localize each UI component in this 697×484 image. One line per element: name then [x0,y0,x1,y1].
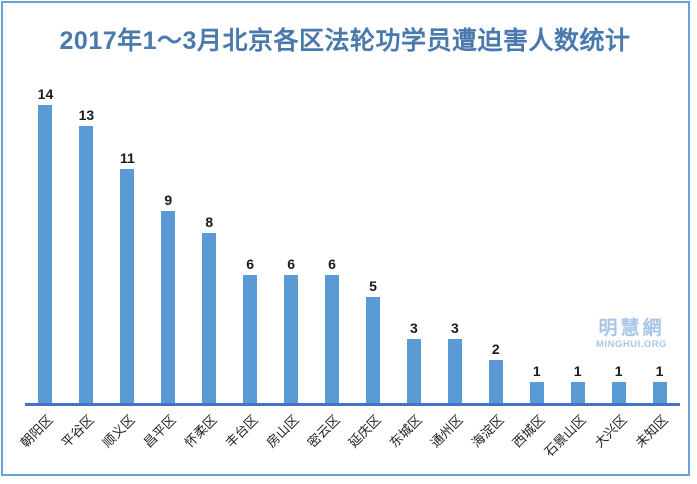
x-axis-label: 昌平区 [140,412,180,451]
bar-value-label: 5 [369,278,377,294]
bar-column: 9 [148,85,189,403]
bar-column: 5 [353,85,394,403]
watermark-english-text: MINGHUI.ORG [596,339,667,350]
x-axis-label: 东城区 [386,412,425,451]
bar [38,105,53,403]
bar-value-label: 1 [614,363,623,379]
x-axis-label: 密云区 [304,412,343,451]
bar-column: 11 [107,85,148,403]
x-axis-label: 海淀区 [468,412,507,451]
bar-value-label: 1 [573,363,582,379]
bar [447,339,462,403]
chart-frame [1,1,690,476]
bar [570,382,585,403]
bar-column: 1 [639,85,680,403]
x-axis-label: 大兴区 [591,412,630,451]
bar-value-label: 13 [78,107,95,123]
plot-area: 14 13 11 9 8 6 6 6 5 3 3 2 1 1 1 1 [25,85,680,406]
bar-column: 13 [66,85,107,403]
bar-value-label: 6 [287,256,295,272]
x-axis-label: 平谷区 [58,412,98,451]
bar [325,275,340,403]
bar-column: 8 [189,85,230,403]
bar [365,297,380,403]
bar-value-label: 11 [119,150,135,166]
bar-value-label: 6 [246,256,255,272]
bar-column: 1 [598,85,639,403]
bar [79,126,94,403]
bar-value-label: 1 [655,363,664,379]
bar [652,382,667,403]
bar [529,382,544,403]
bar [243,275,258,403]
bar-column: 3 [393,85,434,403]
bar-value-label: 3 [410,320,418,336]
bar-value-label: 9 [164,192,173,208]
x-axis-label: 石景山区 [540,412,589,460]
bar-column: 1 [516,85,557,403]
bar-value-label: 1 [532,363,541,379]
bar [406,339,421,403]
bar-column: 6 [312,85,353,403]
bar-column: 1 [557,85,598,403]
x-axis-label: 丰台区 [222,412,261,451]
x-axis-label: 通州区 [427,412,466,451]
watermark: 明慧網 MINGHUI.ORG [596,318,667,351]
x-axis-label: 延庆区 [345,412,384,451]
bar [488,360,503,403]
bar-column: 6 [230,85,271,403]
bar-value-label: 8 [205,214,214,230]
x-axis-label: 怀柔区 [181,412,220,451]
x-axis-label: 未知区 [632,412,671,451]
bar-column: 2 [475,85,516,403]
x-axis-label: 房山区 [263,412,302,451]
bar [611,382,626,403]
x-axis-label-row: 朝阳区 平谷区 顺义区 昌平区 怀柔区 丰台区 房山区 密云区 延庆区 东城区 通州区 海淀区 西城区石… [18,410,680,480]
bar [120,169,135,403]
bar-column: 6 [271,85,312,403]
bar-value-label: 2 [491,341,500,357]
bar-value-label: 3 [450,320,459,336]
x-axis-label: 顺义区 [99,412,139,451]
bar [202,233,217,403]
chart-title: 2017年1～3月北京各区法轮功学员遭迫害人数统计 [59,27,631,55]
bar-column: 3 [434,85,475,403]
bar-value-label: 14 [37,86,54,102]
watermark-chinese-text: 明慧網 [598,318,665,339]
bar-column: 14 [25,85,66,403]
bar-value-label: 6 [328,256,336,272]
bar [284,275,299,403]
bar [161,211,176,403]
